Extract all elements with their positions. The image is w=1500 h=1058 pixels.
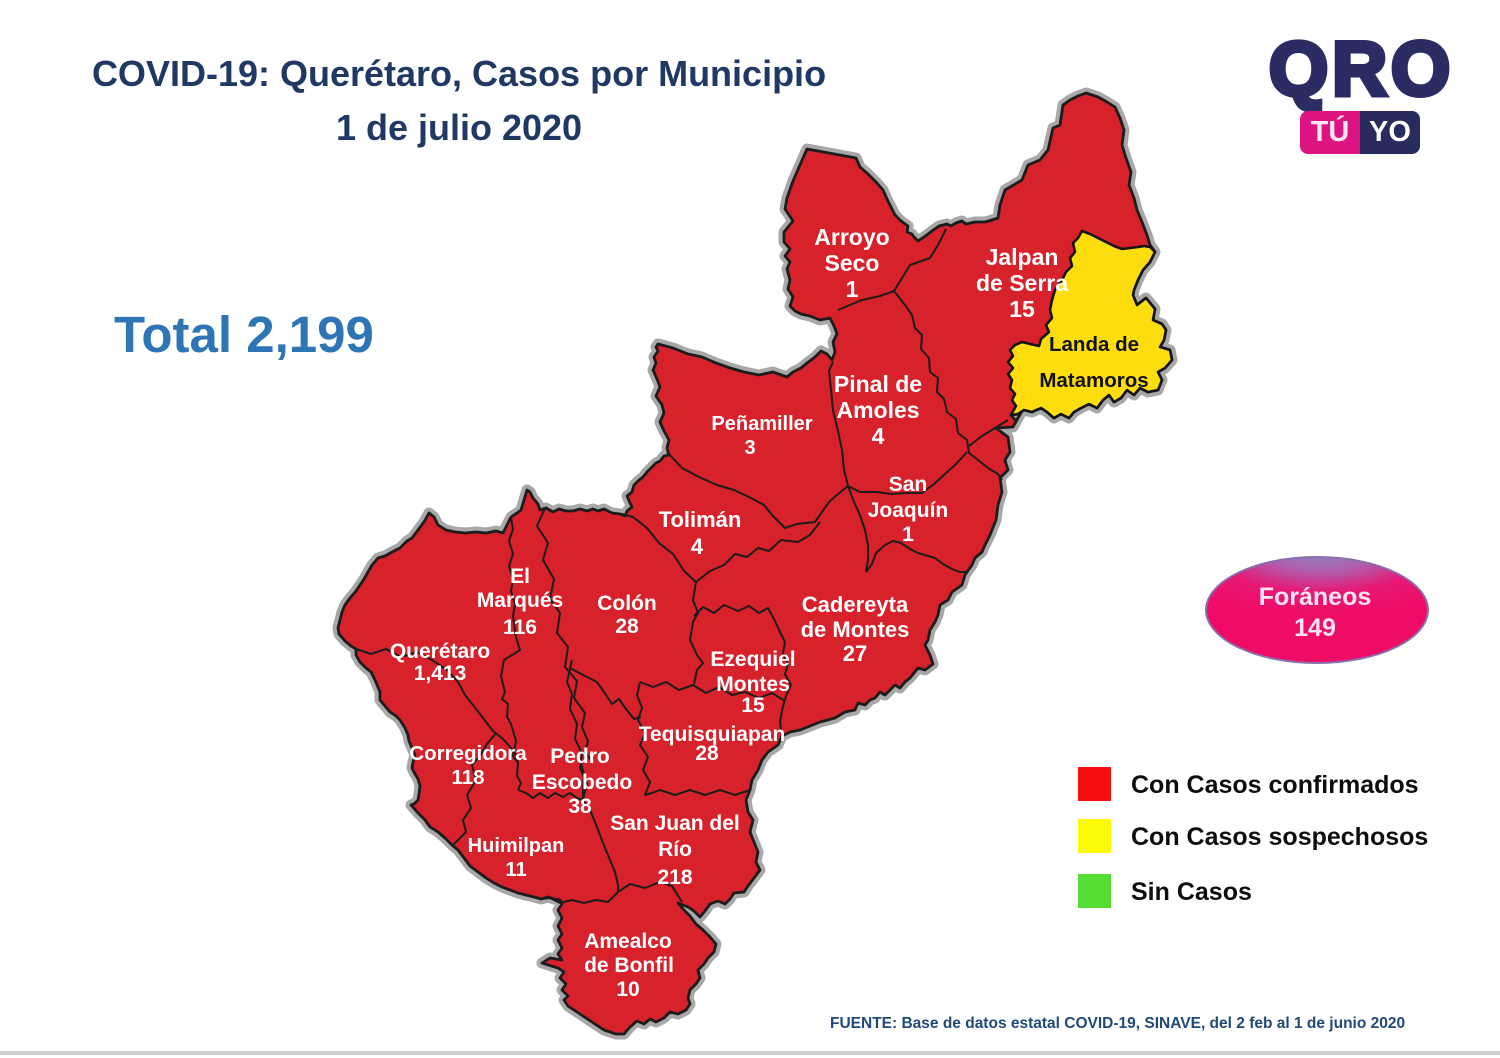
svg-text:de Serra: de Serra	[976, 270, 1068, 296]
svg-text:Montes: Montes	[716, 673, 790, 696]
svg-text:Peñamiller: Peñamiller	[711, 413, 812, 435]
svg-text:Cadereyta: Cadereyta	[802, 592, 909, 617]
svg-text:Querétaro: Querétaro	[390, 640, 490, 663]
svg-text:116: 116	[503, 616, 537, 639]
svg-text:Joaquín: Joaquín	[868, 499, 949, 522]
svg-text:118: 118	[451, 766, 484, 789]
svg-text:Tequisquiapan: Tequisquiapan	[639, 723, 786, 746]
svg-text:Colón: Colón	[597, 592, 656, 615]
svg-text:28: 28	[615, 615, 639, 638]
svg-text:Tolimán: Tolimán	[659, 507, 742, 532]
svg-text:Escobedo: Escobedo	[532, 771, 632, 794]
svg-text:Ezequiel: Ezequiel	[710, 648, 795, 671]
svg-text:Amealco: Amealco	[584, 930, 672, 953]
svg-text:Pinal de: Pinal de	[834, 371, 922, 397]
svg-text:1: 1	[902, 523, 914, 546]
svg-text:15: 15	[741, 694, 765, 717]
svg-text:Río: Río	[658, 838, 692, 861]
svg-text:3: 3	[744, 437, 755, 459]
svg-text:Jalpan: Jalpan	[986, 244, 1059, 270]
svg-text:El: El	[510, 565, 530, 588]
svg-text:Pedro: Pedro	[550, 745, 610, 768]
svg-text:4: 4	[691, 534, 704, 559]
svg-text:4: 4	[872, 423, 885, 449]
svg-text:10: 10	[616, 978, 639, 1001]
svg-text:28: 28	[695, 742, 719, 765]
svg-text:Seco: Seco	[825, 250, 880, 276]
svg-text:218: 218	[657, 866, 692, 889]
svg-text:38: 38	[568, 795, 592, 818]
svg-text:Marqués: Marqués	[477, 589, 563, 612]
svg-text:15: 15	[1009, 296, 1035, 322]
svg-text:San Juan del: San Juan del	[610, 812, 740, 835]
svg-text:Corregidora: Corregidora	[409, 742, 527, 765]
svg-text:de Bonfil: de Bonfil	[584, 954, 674, 977]
svg-text:1,413: 1,413	[414, 662, 467, 685]
svg-text:de Montes: de Montes	[801, 617, 910, 642]
svg-text:27: 27	[843, 641, 867, 666]
svg-text:11: 11	[505, 859, 526, 881]
svg-text:Landa de: Landa de	[1049, 333, 1139, 356]
svg-text:Amoles: Amoles	[836, 397, 919, 423]
svg-text:Huimilpan: Huimilpan	[468, 835, 565, 857]
svg-text:1: 1	[846, 276, 859, 302]
svg-text:San: San	[889, 473, 928, 496]
svg-text:Arroyo: Arroyo	[814, 224, 889, 250]
svg-text:Matamoros: Matamoros	[1039, 369, 1148, 392]
